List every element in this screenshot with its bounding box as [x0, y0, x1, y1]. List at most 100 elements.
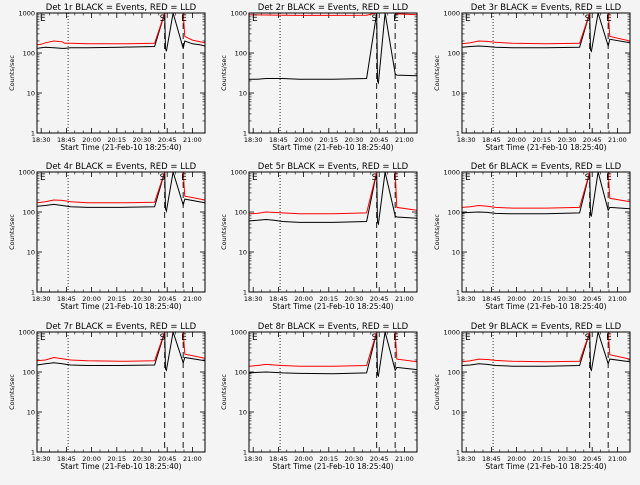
series-events-line	[462, 172, 630, 218]
marker-e: E	[393, 173, 399, 183]
x-tick-label: 20:30	[558, 295, 577, 303]
series-lld-line	[37, 13, 205, 46]
y-tick-label: 100	[235, 50, 247, 58]
marker-s: S	[372, 333, 378, 343]
y-tick-label: 1	[243, 130, 247, 138]
x-tick-label: 20:45	[370, 136, 389, 144]
series-lld-line	[462, 13, 630, 45]
marker-e-left: E	[40, 14, 46, 24]
y-tick-label: 10	[239, 90, 247, 98]
panel-title: Det 5r BLACK = Events, RED = LLD	[258, 162, 409, 172]
y-tick-label: 1000	[443, 10, 460, 18]
x-tick-label: 20:15	[532, 136, 551, 144]
marker-e: E	[393, 333, 399, 343]
y-axis-label: Counts/sec	[433, 214, 441, 250]
x-tick-label: 20:15	[532, 295, 551, 303]
plot-frame	[36, 12, 206, 134]
y-tick-label: 1000	[230, 329, 247, 337]
marker-e-left: E	[465, 333, 471, 343]
y-tick-label: 10	[452, 409, 460, 417]
x-tick-label: 18:45	[57, 295, 76, 303]
y-tick-label: 1000	[18, 10, 35, 18]
x-tick-label: 20:30	[558, 455, 577, 463]
panel-2: Det 2r BLACK = Events, RED = LLD 1 10 100 10…	[220, 3, 418, 152]
y-tick-label: 10	[452, 90, 460, 98]
plot-frame	[36, 171, 206, 293]
y-tick-label: 10	[452, 249, 460, 257]
marker-e: E	[606, 14, 612, 24]
x-tick-label: 18:45	[482, 136, 501, 144]
plot-frame	[461, 331, 631, 453]
y-tick-label: 10	[27, 90, 35, 98]
plot-frame	[248, 331, 418, 453]
marker-e: E	[606, 173, 612, 183]
y-tick-label: 1	[243, 289, 247, 297]
x-axis-label: Start Time (21-Feb-10 18:25:40)	[60, 302, 181, 311]
x-tick-label: 21:00	[183, 455, 202, 463]
y-tick-label: 1	[31, 289, 35, 297]
y-tick-label: 1000	[18, 329, 35, 337]
panel-9: Det 9r BLACK = Events, RED = LLD 1 10 100 10…	[433, 322, 631, 471]
x-tick-label: 20:30	[133, 136, 152, 144]
x-tick-label: 18:30	[244, 455, 263, 463]
series-events-line	[37, 172, 205, 214]
x-tick-label: 20:45	[370, 295, 389, 303]
x-tick-label: 20:30	[558, 136, 577, 144]
series-events-line	[249, 13, 417, 85]
y-tick-label: 10	[27, 409, 35, 417]
y-tick-label: 1	[456, 289, 460, 297]
x-tick-label: 20:15	[319, 295, 338, 303]
series-lld-line	[249, 172, 417, 215]
marker-e-left: E	[252, 14, 258, 24]
x-tick-label: 18:30	[244, 295, 263, 303]
x-axis-label: Start Time (21-Feb-10 18:25:40)	[485, 302, 606, 311]
series-events-line	[462, 13, 630, 53]
y-axis-label: Counts/sec	[8, 374, 16, 410]
x-tick-label: 18:30	[457, 455, 476, 463]
y-axis-label: Counts/sec	[220, 214, 228, 250]
y-tick-label: 100	[235, 209, 247, 217]
series-events-line	[462, 332, 630, 372]
y-tick-label: 10	[27, 249, 35, 257]
marker-e-left: E	[252, 173, 258, 183]
marker-e-left: E	[465, 173, 471, 183]
x-tick-label: 20:00	[294, 455, 313, 463]
series-lld-line	[462, 172, 630, 209]
x-tick-label: 21:00	[395, 136, 414, 144]
panel-title: Det 9r BLACK = Events, RED = LLD	[471, 322, 622, 332]
plot-frame	[248, 171, 418, 293]
marker-s: S	[585, 173, 591, 183]
y-axis-label: Counts/sec	[220, 374, 228, 410]
x-tick-label: 20:15	[107, 295, 126, 303]
panel-title: Det 3r BLACK = Events, RED = LLD	[471, 3, 622, 13]
x-tick-label: 18:45	[482, 455, 501, 463]
x-tick-label: 21:00	[608, 136, 627, 144]
x-tick-label: 21:00	[183, 295, 202, 303]
x-axis-label: Start Time (21-Feb-10 18:25:40)	[272, 462, 393, 471]
x-tick-label: 20:45	[583, 136, 602, 144]
series-lld-line	[37, 172, 205, 204]
x-tick-label: 20:00	[507, 295, 526, 303]
y-axis-label: Counts/sec	[8, 214, 16, 250]
y-tick-label: 1	[243, 449, 247, 457]
y-tick-label: 1000	[230, 169, 247, 177]
y-tick-label: 100	[448, 209, 460, 217]
y-tick-label: 1000	[18, 169, 35, 177]
x-tick-label: 20:30	[133, 295, 152, 303]
y-tick-label: 1000	[443, 329, 460, 337]
x-axis-label: Start Time (21-Feb-10 18:25:40)	[60, 143, 181, 152]
marker-s: S	[160, 173, 166, 183]
y-tick-label: 100	[235, 369, 247, 377]
panel-1: Det 1r BLACK = Events, RED = LLD 1 10 100 10…	[8, 3, 206, 152]
y-tick-label: 1	[31, 449, 35, 457]
x-tick-label: 20:45	[158, 455, 177, 463]
panel-title: Det 2r BLACK = Events, RED = LLD	[258, 3, 409, 13]
y-tick-label: 1000	[443, 169, 460, 177]
plot-frame	[461, 12, 631, 134]
panel-title: Det 1r BLACK = Events, RED = LLD	[46, 3, 197, 13]
panel-4: Det 4r BLACK = Events, RED = LLD 1 10 100 10…	[8, 162, 206, 311]
x-tick-label: 18:30	[32, 455, 51, 463]
x-tick-label: 18:30	[457, 136, 476, 144]
x-tick-label: 21:00	[395, 455, 414, 463]
